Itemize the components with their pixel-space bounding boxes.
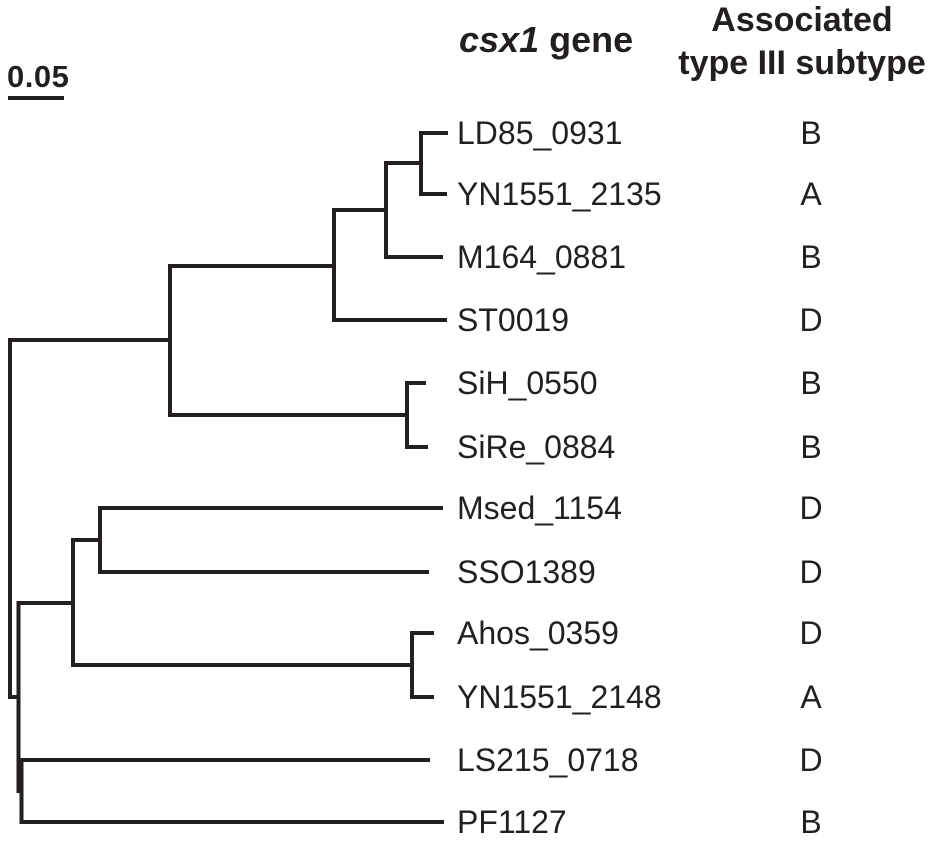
tip-label: LD85_0931	[457, 115, 622, 151]
tip-label: Msed_1154	[457, 490, 622, 526]
tip-label: YN1551_2148	[457, 679, 662, 715]
subtype-value: A	[800, 176, 822, 212]
subtype-header-line1: Associated	[711, 1, 893, 39]
subtype-value: B	[800, 804, 821, 840]
scale-bar-line	[8, 96, 64, 100]
gene-column-header: csx1 gene	[459, 19, 633, 61]
subtype-value: D	[799, 302, 822, 338]
tip-label: PF1127	[457, 804, 567, 840]
tip-label: SSO1389	[457, 554, 596, 590]
gene-name-italic: csx1	[459, 19, 540, 60]
subtype-value: A	[800, 679, 822, 715]
gene-header-rest: gene	[539, 19, 634, 60]
tip-label: SiH_0550	[457, 365, 598, 401]
subtype-value: D	[799, 554, 822, 590]
tip-label: Ahos_0359	[457, 615, 619, 651]
subtype-header-line2: type III subtype	[678, 44, 926, 82]
subtype-value: D	[799, 742, 822, 778]
subtype-column-header: Associated type III subtype	[640, 0, 928, 85]
tip-label: M164_0881	[457, 239, 626, 275]
subtype-value: B	[800, 239, 821, 275]
subtype-value: B	[800, 429, 821, 465]
tip-label: LS215_0718	[457, 742, 639, 778]
tip-label: ST0019	[457, 302, 569, 338]
subtype-value: B	[800, 365, 821, 401]
tip-label: SiRe_0884	[457, 429, 615, 465]
subtype-value: B	[800, 115, 821, 151]
subtype-value: D	[799, 490, 822, 526]
tip-label: YN1551_2135	[457, 176, 662, 212]
subtype-value: D	[799, 615, 822, 651]
scale-bar-label: 0.05	[7, 59, 70, 94]
